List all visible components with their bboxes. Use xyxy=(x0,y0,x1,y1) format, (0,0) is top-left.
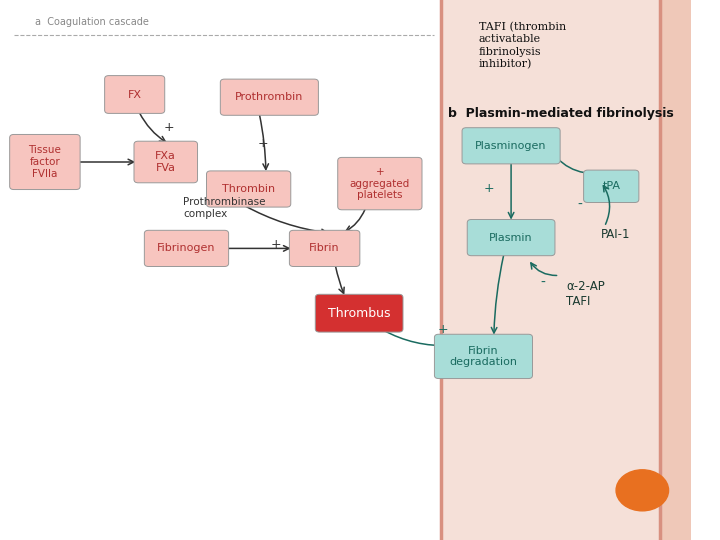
FancyBboxPatch shape xyxy=(104,76,165,113)
FancyBboxPatch shape xyxy=(0,0,441,540)
Text: FX: FX xyxy=(127,90,142,99)
Text: α-2-AP
TAFI: α-2-AP TAFI xyxy=(567,280,605,308)
FancyBboxPatch shape xyxy=(207,171,291,207)
Text: Plasmin: Plasmin xyxy=(490,233,533,242)
FancyBboxPatch shape xyxy=(584,170,639,202)
Text: +: + xyxy=(271,238,282,251)
Text: a  Coagulation cascade: a Coagulation cascade xyxy=(35,17,148,27)
FancyBboxPatch shape xyxy=(9,134,80,190)
Text: Fibrinogen: Fibrinogen xyxy=(157,244,216,253)
Text: +
aggregated
platelets: + aggregated platelets xyxy=(350,167,410,200)
FancyBboxPatch shape xyxy=(467,219,555,255)
Text: tPA: tPA xyxy=(602,181,620,191)
Text: +: + xyxy=(484,183,495,195)
Text: TAFI (thrombin
activatable
fibrinolysis
inhibitor): TAFI (thrombin activatable fibrinolysis … xyxy=(479,22,566,70)
Text: Thrombus: Thrombus xyxy=(328,307,390,320)
FancyBboxPatch shape xyxy=(144,230,229,266)
Text: Thrombin: Thrombin xyxy=(222,184,275,194)
Text: b  Plasmin-mediated fibrinolysis: b Plasmin-mediated fibrinolysis xyxy=(448,107,673,120)
FancyBboxPatch shape xyxy=(289,230,360,266)
Text: Fibrin: Fibrin xyxy=(310,244,340,253)
FancyBboxPatch shape xyxy=(462,127,560,164)
Text: Tissue
factor
FVIIa: Tissue factor FVIIa xyxy=(29,145,61,179)
FancyBboxPatch shape xyxy=(660,0,690,540)
Text: Prothrombinase
complex: Prothrombinase complex xyxy=(183,197,266,219)
FancyBboxPatch shape xyxy=(441,0,660,540)
FancyBboxPatch shape xyxy=(134,141,197,183)
Text: -: - xyxy=(577,198,582,212)
Text: Fibrin
degradation: Fibrin degradation xyxy=(449,346,518,367)
Circle shape xyxy=(616,470,669,511)
Text: -: - xyxy=(541,275,545,289)
Text: FXa
FVa: FXa FVa xyxy=(156,151,176,173)
FancyBboxPatch shape xyxy=(220,79,318,116)
Text: +: + xyxy=(257,137,268,150)
Text: Plasminogen: Plasminogen xyxy=(475,141,547,151)
Text: +: + xyxy=(438,323,449,336)
Text: Prothrombin: Prothrombin xyxy=(235,92,304,102)
FancyBboxPatch shape xyxy=(338,157,422,210)
FancyBboxPatch shape xyxy=(434,334,533,379)
Text: PAI-1: PAI-1 xyxy=(601,228,631,241)
FancyBboxPatch shape xyxy=(315,294,403,332)
Text: +: + xyxy=(164,122,174,134)
